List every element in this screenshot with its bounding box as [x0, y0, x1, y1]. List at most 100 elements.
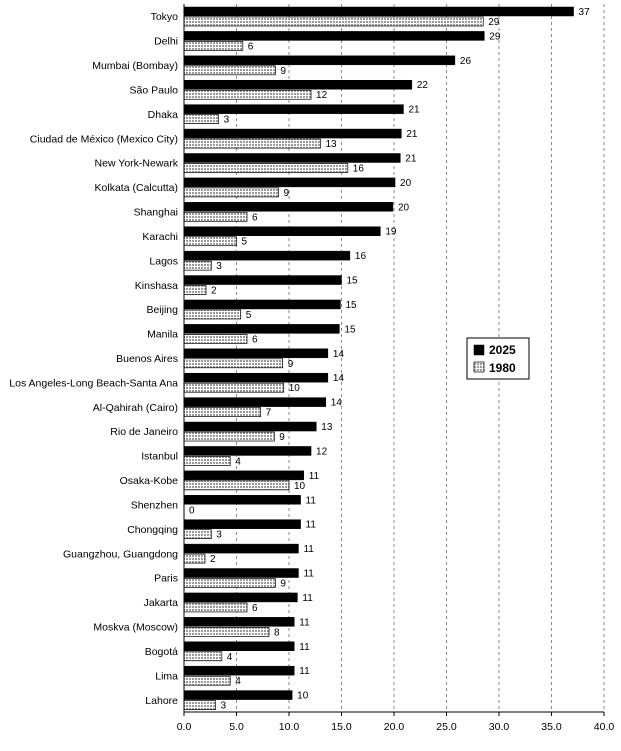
bar-1980	[183, 651, 223, 662]
bar-2025	[183, 275, 342, 285]
data-label-1980: 29	[488, 17, 500, 28]
bar-2025	[183, 128, 402, 139]
bar-1980	[183, 260, 212, 271]
bar-1980	[183, 285, 207, 295]
data-label-1980: 6	[248, 41, 254, 52]
data-label-2025: 21	[405, 153, 417, 164]
bar-2025	[183, 543, 299, 554]
data-label-2025: 11	[309, 471, 320, 482]
data-label-2025: 11	[306, 520, 317, 531]
category-label: São Paulo	[130, 84, 179, 96]
data-label-1980: 3	[216, 261, 222, 272]
bar-2025	[183, 177, 396, 188]
bar-2025	[183, 104, 404, 114]
bar-1980	[183, 626, 270, 637]
data-label-2025: 22	[417, 80, 429, 91]
bar-2025	[183, 250, 351, 261]
data-label-2025: 29	[489, 31, 501, 42]
bar-1980	[183, 89, 312, 100]
data-label-1980: 8	[274, 627, 280, 638]
category-label: Al-Qahirah (Cairo)	[93, 402, 178, 414]
data-label-1980: 2	[210, 554, 216, 565]
x-tick-label: 15.0	[331, 721, 352, 733]
legend-swatch-1980	[473, 361, 485, 373]
bar-1980	[183, 334, 248, 344]
bar-1980	[183, 163, 349, 173]
category-label: Delhi	[154, 36, 178, 48]
x-tick-label: 35.0	[541, 721, 562, 733]
bar-1980	[183, 529, 212, 540]
data-label-2025: 11	[299, 642, 310, 653]
bar-1980	[183, 407, 262, 417]
bar-1980	[183, 138, 321, 149]
bar-1980	[183, 602, 248, 613]
data-label-1980: 3	[224, 115, 230, 126]
legend-label-1980: 1980	[489, 361, 516, 375]
data-label-2025: 20	[400, 178, 412, 189]
bar-1980	[183, 211, 248, 222]
bar-2025	[183, 690, 293, 700]
bar-2025	[183, 568, 299, 578]
category-label: Lima	[155, 670, 178, 682]
data-label-1980: 3	[221, 701, 227, 712]
bar-2025	[183, 226, 381, 236]
data-label-1980: 6	[252, 212, 258, 223]
data-label-1980: 0	[189, 505, 195, 516]
bar-1980	[183, 114, 220, 125]
category-label: Lahore	[145, 695, 178, 707]
bar-2025	[183, 372, 329, 383]
data-label-2025: 21	[408, 105, 420, 116]
bar-1980	[183, 480, 290, 491]
data-label-1980: 6	[252, 334, 258, 345]
data-label-1980: 10	[294, 481, 306, 492]
category-label: Tokyo	[151, 11, 179, 23]
data-label-2025: 11	[303, 569, 314, 580]
x-tick-label: 25.0	[436, 721, 457, 733]
x-tick-label: 30.0	[489, 721, 510, 733]
data-label-2025: 20	[398, 202, 410, 213]
bar-2025	[183, 470, 304, 481]
category-label: Dhaka	[148, 109, 179, 121]
data-label-1980: 4	[227, 652, 233, 663]
category-label: Paris	[154, 573, 178, 585]
bar-1980	[183, 358, 284, 369]
axes: Tokyo Delhi Mumbai (Bombay) São Paulo Dhaka C…	[9, 4, 614, 733]
data-label-1980: 10	[289, 383, 301, 394]
category-label: Jakarta	[144, 597, 179, 609]
data-label-2025: 14	[333, 373, 345, 384]
data-label-2025: 14	[333, 349, 345, 360]
data-label-2025: 14	[331, 398, 343, 409]
bar-2025	[183, 348, 329, 359]
bar-1980	[183, 456, 231, 466]
category-label: Kolkata (Calcutta)	[95, 182, 178, 194]
bar-2025	[183, 79, 413, 90]
legend: 2025 1980	[466, 337, 530, 380]
data-label-2025: 12	[316, 446, 328, 457]
bars: 3729296269221221321132116209206195163152…	[183, 6, 590, 712]
bar-2025	[183, 641, 295, 652]
bar-1980	[183, 675, 231, 686]
data-label-2025: 21	[406, 129, 418, 140]
data-label-2025: 11	[299, 617, 310, 628]
data-label-2025: 19	[385, 227, 397, 238]
category-label: Los Angeles-Long Beach-Santa Ana	[9, 377, 178, 389]
data-label-1980: 9	[279, 432, 285, 443]
data-label-1980: 9	[280, 579, 286, 590]
bar-2025	[183, 397, 326, 407]
data-label-2025: 11	[306, 495, 317, 506]
bar-1980	[183, 187, 279, 198]
category-label: Osaka-Kobe	[120, 475, 179, 487]
bar-2025	[183, 592, 298, 603]
bar-2025	[183, 31, 485, 41]
category-label: Shanghai	[134, 207, 178, 219]
bar-2025	[183, 299, 341, 310]
bar-2025	[183, 202, 394, 212]
bar-1980	[183, 65, 276, 76]
category-label: Rio de Janeiro	[110, 426, 178, 438]
bar-2025	[183, 6, 574, 17]
data-label-1980: 16	[353, 163, 365, 174]
data-label-1980: 9	[280, 66, 286, 77]
data-label-2025: 11	[299, 666, 310, 677]
bar-2025	[183, 617, 295, 627]
